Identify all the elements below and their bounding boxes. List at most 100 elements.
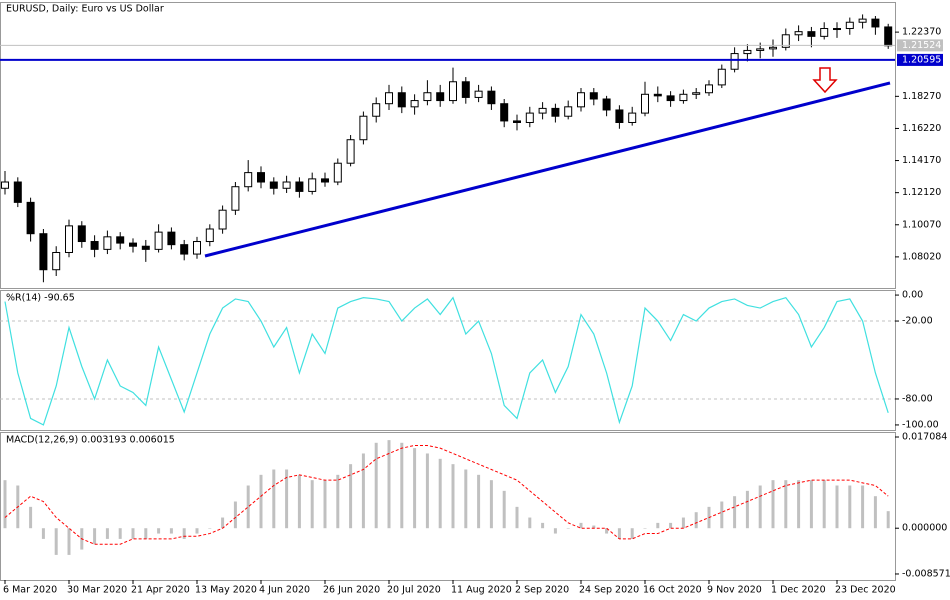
candle-body <box>218 209 227 230</box>
candle-body <box>845 21 854 30</box>
macd-bar <box>630 528 634 539</box>
y-tick-label: 1.14170 <box>902 155 941 166</box>
y-tick-label: 1.18270 <box>902 91 941 102</box>
macd-bar <box>541 522 545 529</box>
candle-body <box>628 112 637 123</box>
candle-body <box>65 225 73 253</box>
macd-bar <box>745 490 749 529</box>
candle-body <box>257 172 265 183</box>
candle-body <box>244 172 253 188</box>
candle-body <box>308 178 317 192</box>
macd-bar <box>105 528 109 539</box>
y-tick-label: 1.08020 <box>902 251 941 262</box>
candle-body <box>13 181 22 203</box>
macd-bar <box>131 528 135 539</box>
macd-bar <box>720 501 724 529</box>
macd-title: MACD(12,26,9) 0.003193 0.006015 <box>6 435 175 446</box>
macd-bar <box>208 528 212 529</box>
candle-body <box>52 251 61 271</box>
main-title: EURUSD, Daily: Euro vs US Dollar <box>6 4 164 15</box>
macd-bar <box>349 464 353 529</box>
x-tick-label: 21 Apr 2020 <box>131 585 190 596</box>
macd-bar <box>592 525 596 529</box>
macd-bar <box>221 517 225 529</box>
macd-bar <box>528 517 532 529</box>
macd-bar <box>272 469 276 529</box>
main-panel <box>0 2 896 289</box>
y-tick-label: 1.12120 <box>902 187 941 198</box>
candle-body <box>858 18 867 23</box>
candle-body <box>321 178 329 183</box>
signal-line <box>4 444 889 545</box>
candle-body <box>397 92 406 108</box>
macd-bar <box>41 528 45 539</box>
macd-bar <box>144 528 148 539</box>
macd-bar <box>681 517 685 529</box>
candle-body <box>756 48 765 51</box>
price-label-box <box>897 39 943 52</box>
x-tick-label: 4 Jun 2020 <box>259 585 310 596</box>
macd-panel <box>0 432 896 581</box>
y-tick-label: -0.008571 <box>902 568 950 579</box>
macd-bar <box>617 528 621 539</box>
y-tick-label: 0.00 <box>902 290 923 301</box>
x-tick-label: 24 Sep 2020 <box>579 585 639 596</box>
macd-bar <box>835 485 839 529</box>
candle-body <box>449 81 457 102</box>
macd-bar <box>400 442 404 529</box>
price-label: 1.21524 <box>902 40 941 51</box>
y-tick-label: 0.017084 <box>902 432 947 443</box>
candle-body <box>781 34 790 48</box>
macd-bar <box>656 522 660 529</box>
macd-bar <box>669 522 673 529</box>
wpr-title: %R(14) -90.65 <box>6 293 75 304</box>
candle-body <box>385 92 393 105</box>
candle-body <box>807 31 816 37</box>
x-tick-label: 2 Sep 2020 <box>515 585 569 596</box>
macd-bar <box>515 506 519 529</box>
candle-body <box>525 112 534 123</box>
macd-bar <box>29 506 33 529</box>
macd-bar <box>195 528 199 534</box>
macd-bar <box>336 474 340 529</box>
macd-bar <box>758 485 762 529</box>
candle-body <box>1 181 9 189</box>
y-tick-label: -80.00 <box>902 393 933 404</box>
macd-bar <box>643 528 647 529</box>
x-tick-label: 16 Oct 2020 <box>643 585 702 596</box>
candle-body <box>679 93 688 102</box>
macd-bar <box>553 528 557 534</box>
candle-body <box>871 18 880 28</box>
candle-body <box>359 115 368 141</box>
x-tick-label: 23 Dec 2020 <box>835 585 896 596</box>
candle-body <box>717 68 726 86</box>
x-tick-label: 30 Mar 2020 <box>67 585 127 596</box>
candle-body <box>39 233 48 271</box>
candle-body <box>90 241 99 250</box>
trend-line <box>204 81 891 258</box>
macd-bar <box>361 453 365 529</box>
macd-bar <box>809 480 813 529</box>
y-tick-label: 0.000000 <box>902 523 947 534</box>
candle-body <box>474 90 483 98</box>
macd-bar <box>861 485 865 529</box>
macd-bar <box>387 440 391 529</box>
macd-bar <box>579 522 583 529</box>
x-tick-label: 1 Dec 2020 <box>771 585 826 596</box>
macd-bar <box>694 512 698 529</box>
candle-body <box>692 92 701 95</box>
down-arrow <box>812 67 838 94</box>
level-label-box <box>897 53 943 66</box>
y-tick-label: -100.00 <box>902 419 939 430</box>
candle-body <box>193 241 201 255</box>
macd-bar <box>118 528 122 539</box>
y-tick-label: 1.22370 <box>902 27 941 38</box>
macd-bar <box>413 448 417 529</box>
candle-body <box>769 46 777 50</box>
macd-bar <box>771 480 775 529</box>
candle-body <box>500 103 509 122</box>
x-tick-label: 6 Mar 2020 <box>3 585 57 596</box>
macd-bar <box>733 496 737 529</box>
macd-bar <box>451 464 455 529</box>
